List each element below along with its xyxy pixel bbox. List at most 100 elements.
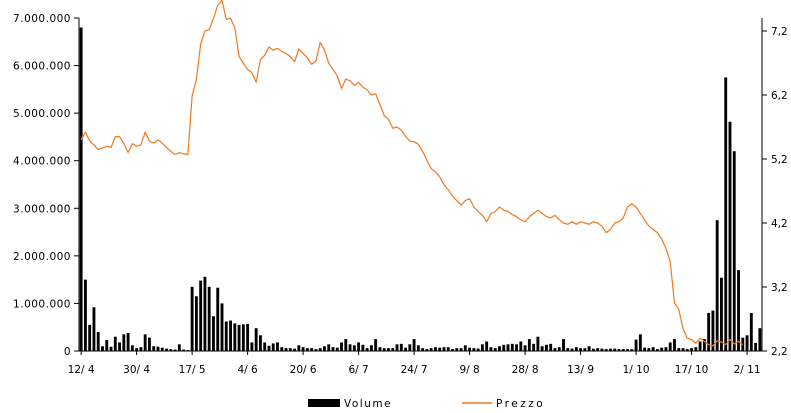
volume-bar — [451, 349, 454, 351]
volume-bar — [173, 349, 177, 351]
volume-bar — [344, 339, 348, 351]
volume-bar — [263, 342, 267, 351]
volume-bar — [579, 348, 583, 351]
volume-bar — [574, 347, 578, 351]
legend-volume-label: Volume — [344, 398, 392, 409]
volume-bar — [489, 347, 493, 351]
volume-bar — [515, 344, 518, 351]
volume-bar — [369, 345, 373, 351]
volume-bar — [429, 348, 433, 351]
volume-bar — [126, 332, 130, 351]
volume-bar — [301, 347, 305, 351]
volume-bar — [160, 347, 164, 351]
volume-bar — [621, 349, 625, 351]
left-tick-label: 1.000.000 — [13, 298, 71, 310]
volume-bar — [352, 345, 356, 351]
volume-bar — [655, 349, 659, 351]
volume-bar — [199, 280, 203, 351]
x-tick-label: 9/ 8 — [459, 364, 479, 376]
volume-bar — [570, 348, 574, 351]
volume-bar — [630, 349, 634, 351]
volume-bar — [613, 348, 617, 351]
volume-bar — [583, 348, 587, 351]
right-tick-label: 5,2 — [771, 154, 788, 166]
volume-bar — [647, 348, 651, 351]
volume-bar — [685, 349, 689, 351]
volume-bar — [348, 344, 352, 351]
volume-bar — [404, 347, 407, 351]
volume-bar — [604, 349, 608, 351]
volume-bar — [536, 336, 540, 351]
volume-bar — [600, 348, 604, 351]
volume-bar — [109, 346, 113, 351]
volume-bar — [728, 121, 732, 352]
x-tick-label: 30/ 4 — [123, 364, 150, 376]
volume-bar — [194, 296, 198, 351]
volume-bar — [250, 342, 254, 351]
volume-bar — [387, 348, 390, 351]
volume-bar — [519, 341, 523, 351]
volume-bar — [186, 350, 190, 351]
volume-bar — [83, 279, 87, 351]
volume-bar — [79, 27, 83, 351]
volume-bar — [527, 339, 531, 351]
legend-volume-swatch — [308, 399, 340, 407]
x-tick-label: 12/ 4 — [68, 364, 95, 376]
volume-bar — [677, 348, 681, 351]
x-tick-label: 1/ 10 — [623, 364, 650, 376]
volume-bar — [745, 335, 749, 351]
volume-bar — [720, 277, 723, 351]
volume-bar — [152, 346, 156, 351]
volume-bar — [540, 346, 544, 351]
x-tick-label: 4/ 6 — [237, 364, 258, 376]
volume-bar — [105, 340, 109, 351]
volume-bar — [340, 342, 343, 351]
volume-bar — [254, 328, 258, 351]
volume-bar — [553, 348, 557, 351]
left-tick-label: 5.000.000 — [13, 108, 71, 120]
x-tick-label: 28/ 8 — [512, 364, 539, 376]
volume-bar — [434, 347, 437, 351]
volume-bar — [318, 348, 322, 351]
volume-bar — [122, 334, 126, 351]
volume-bar — [698, 341, 702, 351]
x-tick-label: 17/ 10 — [675, 364, 709, 376]
volume-bar — [229, 320, 232, 351]
volume-bar — [711, 310, 715, 351]
volume-bar — [135, 348, 139, 351]
volume-bar — [596, 348, 600, 351]
volume-bar — [357, 342, 361, 351]
volume-bar — [754, 342, 758, 351]
volume-bar — [617, 349, 621, 351]
volume-bar — [207, 286, 211, 351]
volume-bar — [643, 347, 647, 351]
volume-bar — [165, 348, 168, 351]
x-tick-label: 2/ 11 — [734, 364, 761, 376]
volume-bar — [361, 344, 365, 351]
volume-bar — [382, 348, 386, 351]
volume-bar — [220, 303, 224, 351]
volume-bar — [549, 343, 553, 351]
volume-bar — [626, 349, 629, 351]
volume-bar — [544, 344, 548, 351]
volume-bar — [724, 77, 728, 352]
left-tick-label: 7.000.000 — [13, 13, 71, 25]
volume-bar — [113, 336, 117, 351]
volume-bar — [562, 339, 565, 351]
volume-bars — [79, 27, 762, 352]
volume-bar — [143, 334, 147, 351]
volume-bar — [331, 347, 335, 351]
volume-bar — [557, 347, 561, 351]
left-tick-label: 3.000.000 — [13, 203, 71, 215]
volume-bar — [468, 347, 472, 351]
volume-bar — [660, 347, 664, 351]
volume-bar — [506, 344, 510, 351]
legend-price-label: Prezzo — [496, 398, 545, 409]
right-tick-label: 4,2 — [771, 218, 788, 230]
right-tick-label: 6,2 — [771, 90, 788, 102]
volume-bar — [502, 344, 506, 351]
volume-bar — [395, 344, 399, 351]
left-tick-label: 2.000.000 — [13, 251, 71, 263]
volume-bar — [498, 346, 501, 351]
